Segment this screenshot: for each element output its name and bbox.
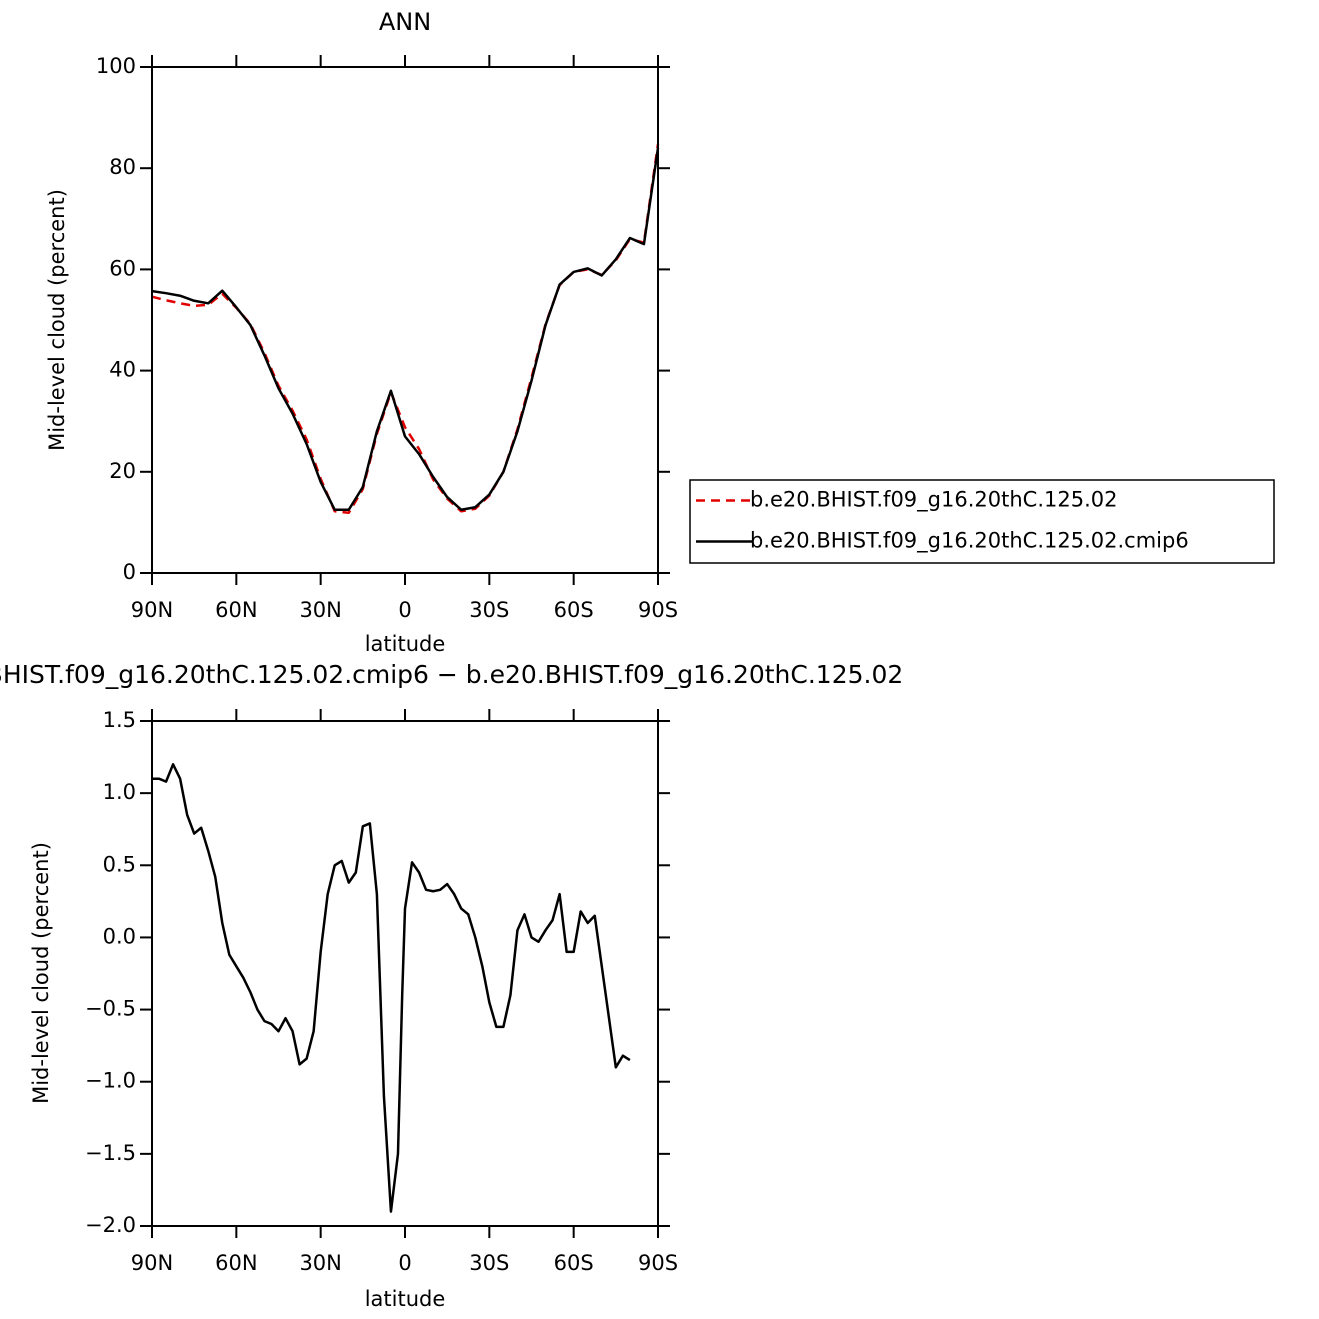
x-tick-label: 60N (215, 598, 257, 622)
y-tick-label: 1.5 (103, 708, 136, 732)
x-tick-label: 30N (299, 598, 341, 622)
legend-label: b.e20.BHIST.f09_g16.20thC.125.02 (750, 488, 1117, 513)
y-tick-label: 60 (109, 256, 136, 280)
x-tick-label: 0 (398, 1251, 411, 1275)
y-tick-label: 20 (109, 459, 136, 483)
x-tick-label: 0 (398, 598, 411, 622)
y-tick-label: 0.0 (103, 924, 136, 948)
legend-label: b.e20.BHIST.f09_g16.20thC.125.02.cmip6 (750, 529, 1189, 554)
y-axis-label: Mid-level cloud (percent) (45, 189, 69, 451)
x-tick-label: 90N (131, 598, 173, 622)
chart-title: ANN (379, 8, 431, 36)
data-line (151, 143, 660, 515)
x-tick-label: 60N (215, 1251, 257, 1275)
x-tick-label: 90S (638, 1251, 678, 1275)
data-line (151, 147, 660, 511)
y-tick-label: −1.5 (85, 1141, 136, 1165)
y-tick-label: 80 (109, 155, 136, 179)
plot-frame (151, 66, 659, 574)
legend-box (689, 479, 1275, 564)
y-tick-label: −1.0 (85, 1069, 136, 1093)
x-tick-label: 30S (469, 1251, 509, 1275)
y-tick-label: −0.5 (85, 997, 136, 1021)
y-axis-label: Mid-level cloud (percent) (29, 842, 53, 1104)
y-tick-label: 0 (123, 560, 136, 584)
y-tick-label: 100 (96, 54, 136, 78)
x-tick-label: 60S (554, 598, 594, 622)
y-tick-label: −2.0 (85, 1213, 136, 1237)
y-tick-label: 40 (109, 358, 136, 382)
x-tick-label: 90N (131, 1251, 173, 1275)
x-tick-label: 60S (554, 1251, 594, 1275)
x-tick-label: 30N (299, 1251, 341, 1275)
data-line (152, 763, 631, 1213)
chart-title: b.e20.BHIST.f09_g16.20thC.125.02.cmip6 −… (0, 660, 903, 689)
x-tick-label: 90S (638, 598, 678, 622)
y-tick-label: 0.5 (103, 852, 136, 876)
x-axis-label: latitude (365, 1287, 446, 1311)
y-tick-label: 1.0 (103, 780, 136, 804)
x-axis-label: latitude (365, 632, 446, 656)
x-tick-label: 30S (469, 598, 509, 622)
plot-frame (151, 720, 659, 1227)
